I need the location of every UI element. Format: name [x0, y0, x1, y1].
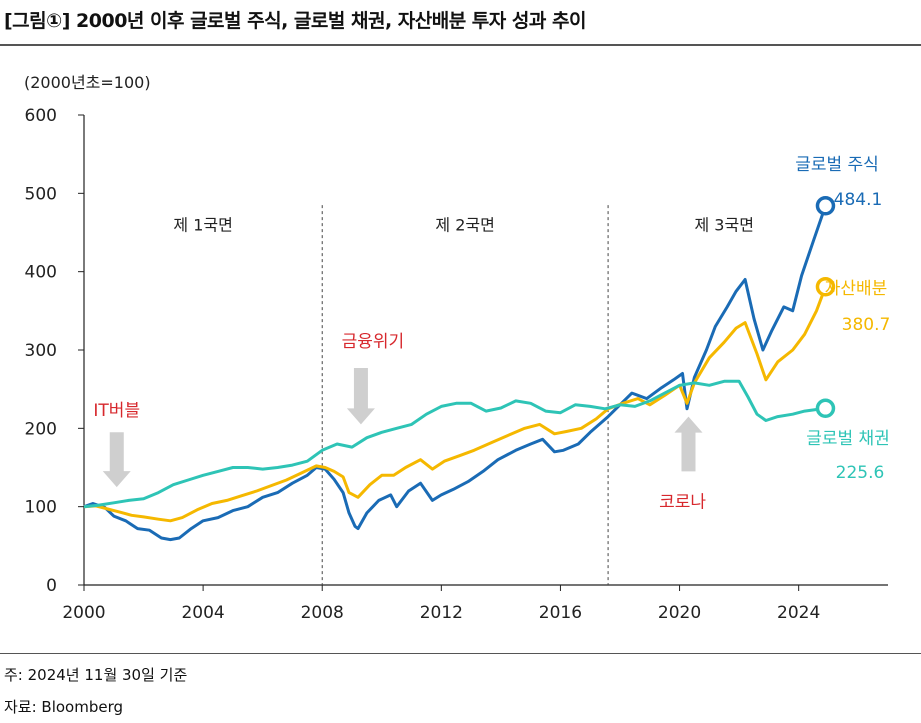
- event-annotation-label: 금융위기: [342, 332, 405, 352]
- series-name-label: 자산배분: [825, 279, 888, 299]
- series-end-marker: [815, 277, 836, 297]
- series-labels: 글로벌 주식 484.1 자산배분 380.7 글로벌 채권 225.6: [795, 155, 890, 483]
- series-end-marker: [815, 398, 836, 419]
- phase-dividers: 제 1국면 제 2국면 제 3국면: [173, 205, 754, 585]
- x-tick-label: 2020: [658, 603, 701, 623]
- x-tick-label: 2000: [62, 603, 105, 623]
- y-tick-label: 100: [25, 498, 57, 518]
- y-tick-label: 200: [25, 419, 57, 439]
- line-chart: (2000년초=100) 0 100 200 300 400 500 600 2000 2004 2…: [24, 73, 890, 623]
- series-end-value: 484.1: [834, 190, 883, 210]
- series-name-label: 글로벌 채권: [806, 429, 890, 449]
- series-end-marker: [815, 196, 836, 216]
- event-arrow: [674, 416, 703, 472]
- x-tick-label: 2024: [777, 603, 820, 623]
- y-axis-title: (2000년초=100): [24, 73, 151, 92]
- phase-label: 제 2국면: [435, 216, 494, 235]
- x-tick-label: 2012: [420, 603, 463, 623]
- footnote: 주: 2024년 11월 30일 기준: [4, 666, 188, 684]
- event-annotation-label: IT버블: [93, 401, 140, 421]
- x-tick-label: 2004: [181, 603, 224, 623]
- phase-label: 제 1국면: [173, 216, 232, 235]
- y-tick-label: 500: [25, 184, 57, 204]
- series-end-value: 225.6: [836, 463, 885, 483]
- series-line: [83, 205, 827, 542]
- event-arrow: [346, 368, 375, 425]
- series-name-label: 글로벌 주식: [795, 155, 879, 175]
- y-tick-label: 400: [25, 263, 57, 283]
- x-tick-label: 2016: [539, 603, 582, 623]
- chart-axes: (2000년초=100) 0 100 200 300 400 500 600 2000 2004 2…: [24, 73, 888, 623]
- footer-divider: [0, 653, 921, 654]
- y-tick-label: 600: [25, 106, 57, 126]
- title-divider: [0, 44, 921, 46]
- source-note: 자료: Bloomberg: [4, 698, 124, 716]
- y-tick-label: 300: [25, 341, 57, 361]
- x-tick-label: 2008: [301, 603, 344, 623]
- y-tick-label: 0: [46, 576, 57, 596]
- event-arrow: [102, 432, 131, 488]
- series-end-value: 380.7: [842, 315, 891, 335]
- event-annotation-label: 코로나: [659, 492, 706, 512]
- phase-label: 제 3국면: [695, 216, 754, 235]
- series-lines: [83, 196, 836, 542]
- chart-title: [그림①] 2000년 이후 글로벌 주식, 글로벌 채권, 자산배분 투자 성…: [4, 10, 586, 32]
